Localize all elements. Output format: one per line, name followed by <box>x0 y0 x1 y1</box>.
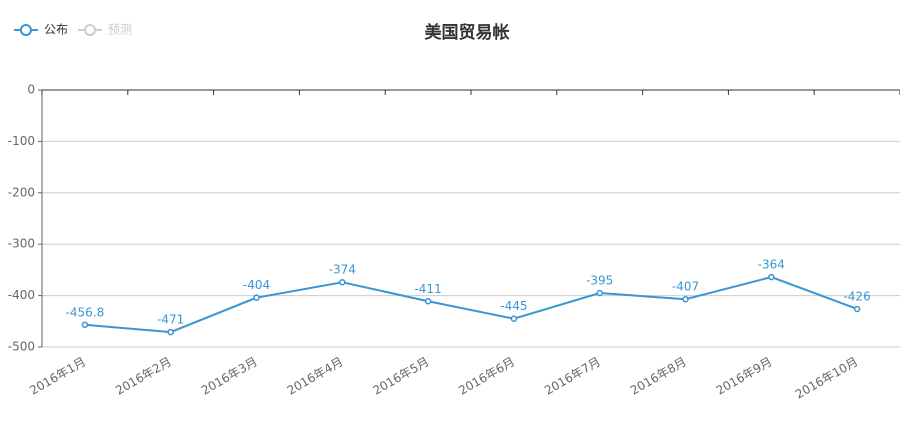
y-tick-label: -300 <box>8 237 35 251</box>
x-tick-label: 2016年4月 <box>285 355 346 398</box>
x-tick-label: 2016年6月 <box>456 355 517 398</box>
data-label: -374 <box>329 263 356 277</box>
legend-item[interactable]: 预测 <box>78 23 132 37</box>
x-tick-label: 2016年2月 <box>113 355 174 398</box>
legend-item[interactable]: 公布 <box>14 23 68 37</box>
data-point <box>253 294 260 301</box>
data-point <box>510 315 518 322</box>
x-tick-label: 2016年7月 <box>542 355 603 398</box>
y-tick-label: 0 <box>27 83 35 97</box>
data-point <box>81 321 89 329</box>
data-point <box>682 295 689 303</box>
legend-marker <box>84 24 96 36</box>
y-tick-label: -100 <box>8 134 35 148</box>
data-label: -404 <box>243 278 270 292</box>
x-tick-label: 2016年10月 <box>793 355 860 402</box>
data-point <box>853 305 861 313</box>
data-label: -395 <box>586 274 613 288</box>
legend-marker <box>20 24 32 36</box>
data-point <box>768 273 775 281</box>
x-tick-label: 2016年8月 <box>628 355 689 398</box>
data-label: -471 <box>157 313 184 327</box>
data-label: -426 <box>843 289 870 303</box>
series-line <box>84 276 858 334</box>
legend-label: 预测 <box>108 23 132 37</box>
y-tick-label: -200 <box>8 185 35 199</box>
data-label: -407 <box>672 280 699 294</box>
x-tick-label: 2016年5月 <box>370 355 431 398</box>
y-tick-label: -500 <box>8 340 35 354</box>
data-label: -364 <box>758 258 785 272</box>
x-tick-label: 2016年1月 <box>27 355 88 398</box>
data-point <box>424 298 432 305</box>
y-tick-label: -400 <box>8 288 35 302</box>
chart-title: 美国贸易帐 <box>425 22 510 43</box>
data-label: -445 <box>500 299 527 313</box>
data-label: -456.8 <box>66 305 105 319</box>
data-point <box>167 328 174 336</box>
legend-label: 公布 <box>44 23 68 37</box>
data-label: -411 <box>414 282 441 296</box>
x-tick-label: 2016年3月 <box>199 355 260 398</box>
data-point <box>596 289 603 297</box>
x-tick-label: 2016年9月 <box>714 355 775 398</box>
data-point <box>339 278 346 286</box>
